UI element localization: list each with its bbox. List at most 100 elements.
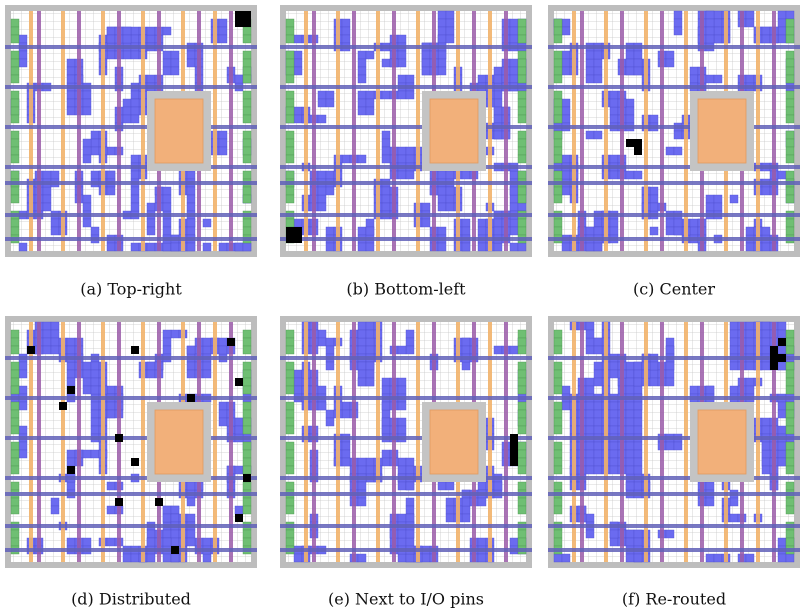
logic-cell <box>398 538 406 546</box>
logic-cell <box>398 386 406 394</box>
routing-track <box>548 436 800 440</box>
logic-cell <box>610 227 618 235</box>
logic-cell <box>366 107 374 115</box>
logic-cell <box>494 67 502 75</box>
logic-cell <box>586 227 594 235</box>
logic-cell <box>19 402 27 410</box>
logic-cell <box>650 227 658 235</box>
io-cell <box>11 75 19 83</box>
routing-track <box>5 436 257 440</box>
logic-cell <box>107 410 115 418</box>
logic-cell <box>586 514 594 522</box>
logic-cell <box>91 426 99 434</box>
routing-track <box>548 181 800 185</box>
logic-cell <box>510 538 518 546</box>
io-cell <box>518 530 526 538</box>
logic-cell <box>762 227 770 235</box>
page: (a) Top-right(b) Bottom-left(c) Center(d… <box>0 0 803 616</box>
logic-cell <box>67 91 75 99</box>
io-cell <box>286 330 294 338</box>
placed-cell <box>294 235 302 243</box>
logic-cell <box>610 442 618 450</box>
logic-cell <box>562 115 570 123</box>
logic-cell <box>610 466 618 474</box>
placed-cell <box>59 402 67 410</box>
io-cell <box>286 338 294 346</box>
logic-cell <box>19 243 27 251</box>
io-cell <box>786 386 794 394</box>
io-cell <box>11 426 19 434</box>
io-cell <box>286 482 294 490</box>
logic-cell <box>690 75 698 83</box>
logic-cell <box>650 187 658 195</box>
io-cell <box>11 91 19 99</box>
logic-cell <box>235 426 243 434</box>
logic-cell <box>406 171 414 179</box>
io-cell <box>11 338 19 346</box>
logic-cell <box>778 171 786 179</box>
logic-cell <box>219 35 227 43</box>
io-cell <box>554 107 562 115</box>
io-cell <box>11 195 19 203</box>
logic-cell <box>746 378 754 386</box>
logic-cell <box>358 378 366 386</box>
io-cell <box>286 538 294 546</box>
logic-cell <box>219 346 227 354</box>
io-cell <box>554 346 562 354</box>
logic-cell <box>358 59 366 67</box>
logic-cell <box>382 402 390 410</box>
logic-cell <box>382 378 390 386</box>
io-cell <box>11 418 19 426</box>
io-cell <box>243 386 251 394</box>
routing-track <box>548 356 800 360</box>
logic-cell <box>147 370 155 378</box>
logic-cell <box>594 59 602 67</box>
logic-cell <box>398 530 406 538</box>
io-cell <box>786 530 794 538</box>
logic-cell <box>462 362 470 370</box>
io-cell <box>243 498 251 506</box>
logic-cell <box>406 338 414 346</box>
placed-cell <box>510 450 518 458</box>
logic-cell <box>494 227 502 235</box>
io-cell <box>286 115 294 123</box>
floorplan <box>548 316 800 568</box>
logic-cell <box>147 554 155 562</box>
io-cell <box>518 418 526 426</box>
logic-cell <box>586 243 594 251</box>
io-cell <box>786 330 794 338</box>
logic-cell <box>626 482 634 490</box>
logic-cell <box>91 139 99 147</box>
logic-cell <box>746 386 754 394</box>
logic-cell <box>422 59 430 67</box>
io-cell <box>786 538 794 546</box>
io-cell <box>518 139 526 147</box>
logic-cell <box>163 506 171 514</box>
floorplan <box>5 5 257 257</box>
logic-cell <box>762 187 770 195</box>
logic-cell <box>610 107 618 115</box>
io-cell <box>243 506 251 514</box>
logic-cell <box>358 458 366 466</box>
logic-cell <box>107 187 115 195</box>
logic-cell <box>107 402 115 410</box>
logic-cell <box>203 243 211 251</box>
logic-cell <box>478 243 486 251</box>
logic-cell <box>762 362 770 370</box>
io-cell <box>554 51 562 59</box>
io-cell <box>243 418 251 426</box>
routing-track <box>280 165 532 169</box>
routing-track <box>548 237 800 241</box>
logic-cell <box>610 370 618 378</box>
logic-cell <box>318 386 326 394</box>
io-cell <box>554 27 562 35</box>
logic-cell <box>730 362 738 370</box>
logic-cell <box>626 51 634 59</box>
logic-cell <box>706 195 714 203</box>
logic-cell <box>326 91 334 99</box>
logic-cell <box>51 322 59 330</box>
placed-cell <box>115 498 123 506</box>
logic-cell <box>91 227 99 235</box>
logic-cell <box>358 322 366 330</box>
logic-cell <box>730 330 738 338</box>
